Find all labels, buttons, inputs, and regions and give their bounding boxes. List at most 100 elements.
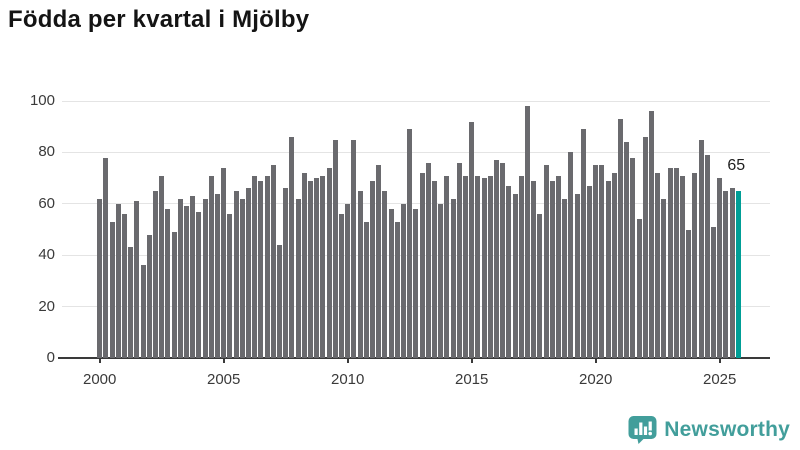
bar bbox=[208, 175, 214, 358]
bar bbox=[661, 198, 667, 358]
bar bbox=[351, 139, 357, 358]
bar bbox=[308, 180, 313, 358]
bar bbox=[413, 208, 419, 358]
bar bbox=[332, 139, 338, 358]
highlight-value-label: 65 bbox=[727, 156, 746, 174]
bar bbox=[711, 226, 716, 358]
bar bbox=[494, 160, 499, 358]
bar bbox=[103, 157, 109, 358]
bar bbox=[642, 136, 648, 358]
bar bbox=[562, 198, 568, 358]
bar bbox=[326, 167, 332, 358]
bar bbox=[202, 198, 208, 358]
bar bbox=[512, 193, 518, 358]
bar bbox=[419, 172, 425, 358]
bar bbox=[556, 175, 561, 358]
bar bbox=[382, 190, 388, 358]
bar bbox=[153, 190, 158, 358]
bar bbox=[680, 175, 685, 358]
bar bbox=[673, 167, 679, 358]
bar bbox=[283, 188, 289, 358]
bar bbox=[580, 129, 586, 358]
bar bbox=[122, 214, 127, 358]
x-tick bbox=[222, 358, 225, 363]
bar bbox=[618, 118, 623, 358]
bar bbox=[537, 214, 543, 358]
bar bbox=[134, 201, 140, 358]
bar bbox=[314, 178, 320, 358]
highlighted-bar bbox=[735, 190, 741, 358]
bar bbox=[109, 221, 115, 358]
bar bbox=[549, 180, 555, 358]
bar bbox=[525, 106, 530, 358]
y-tick-label: 20 bbox=[38, 297, 55, 315]
bar bbox=[270, 165, 276, 358]
bar bbox=[165, 208, 171, 358]
bar bbox=[481, 178, 487, 358]
x-tick-label: 2025 bbox=[703, 371, 737, 388]
bar bbox=[506, 185, 512, 358]
bar bbox=[686, 229, 692, 358]
bar bbox=[611, 172, 617, 358]
bar bbox=[246, 188, 251, 358]
bar bbox=[370, 180, 375, 358]
x-tick bbox=[718, 358, 721, 363]
brand-footer: Newsworthy bbox=[628, 415, 790, 444]
bar bbox=[475, 175, 481, 358]
bar bbox=[221, 167, 227, 358]
bar bbox=[605, 180, 611, 358]
newsworthy-speech-bubble-chart-icon bbox=[628, 416, 657, 444]
bar bbox=[723, 190, 729, 358]
gridline-y-100 bbox=[62, 100, 770, 102]
bar bbox=[729, 188, 735, 358]
bar bbox=[388, 208, 394, 358]
x-tick-label: 2005 bbox=[207, 371, 241, 388]
bar bbox=[363, 221, 369, 358]
bar bbox=[252, 175, 258, 358]
bar bbox=[215, 193, 220, 358]
gridline-y-60 bbox=[62, 203, 770, 205]
bar bbox=[587, 185, 592, 358]
bar bbox=[518, 175, 524, 358]
x-tick bbox=[98, 358, 101, 363]
y-tick-label: 0 bbox=[46, 349, 55, 366]
bar bbox=[698, 139, 704, 358]
bar bbox=[543, 165, 549, 358]
y-tick-label: 80 bbox=[38, 143, 55, 161]
bar bbox=[456, 162, 462, 358]
gridline-y-80 bbox=[62, 151, 770, 153]
bar bbox=[692, 172, 698, 358]
bar bbox=[450, 198, 456, 358]
bar bbox=[463, 175, 468, 358]
bar bbox=[295, 198, 301, 358]
bar bbox=[115, 203, 121, 358]
x-tick-label: 2020 bbox=[579, 371, 613, 388]
brand-name: Newsworthy bbox=[664, 417, 790, 441]
bar bbox=[171, 232, 177, 358]
y-tick-label: 40 bbox=[38, 246, 55, 264]
bar bbox=[277, 244, 282, 358]
bar bbox=[320, 175, 326, 358]
x-tick bbox=[594, 358, 597, 363]
bar bbox=[444, 175, 450, 358]
bar bbox=[97, 198, 103, 358]
bar bbox=[239, 198, 245, 358]
bar bbox=[184, 206, 189, 358]
bar bbox=[438, 203, 444, 358]
bar bbox=[704, 154, 710, 358]
bar bbox=[624, 142, 630, 358]
bar bbox=[301, 172, 307, 358]
bar bbox=[667, 167, 673, 358]
bar bbox=[128, 247, 134, 358]
bar bbox=[655, 172, 661, 358]
bar bbox=[177, 198, 183, 358]
bar bbox=[432, 180, 437, 358]
bar bbox=[159, 175, 165, 358]
x-axis-line bbox=[58, 357, 770, 359]
bar bbox=[258, 180, 264, 358]
bar bbox=[500, 162, 506, 358]
bar bbox=[593, 165, 599, 358]
x-tick-label: 2015 bbox=[455, 371, 489, 388]
bar bbox=[233, 190, 239, 358]
